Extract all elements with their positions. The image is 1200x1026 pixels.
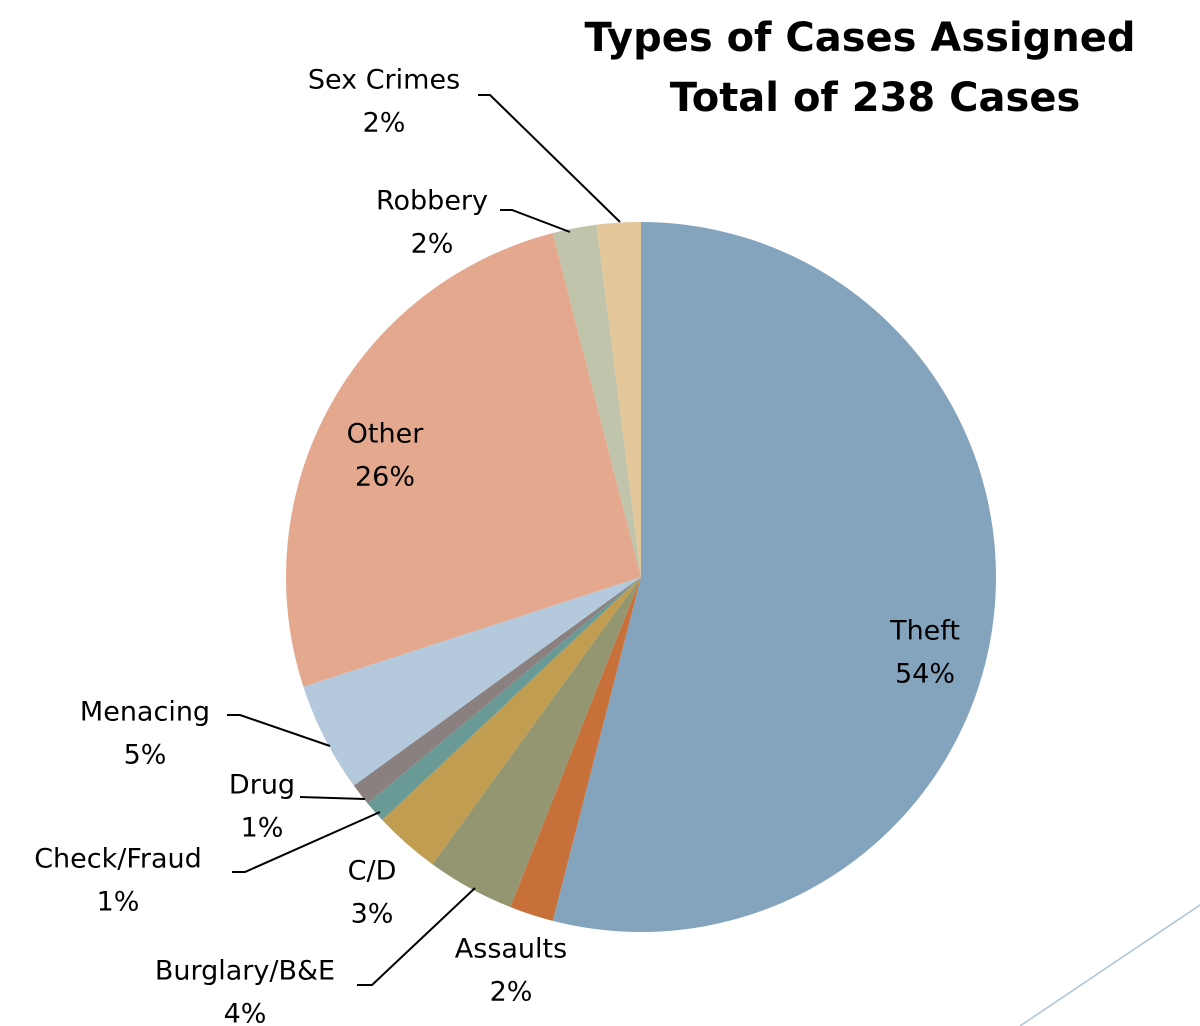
pie-slice bbox=[432, 577, 641, 908]
pie-slice bbox=[510, 577, 641, 921]
slice-value-label: 26% bbox=[355, 462, 415, 493]
pie-slice bbox=[596, 222, 641, 577]
slice-value-label: 1% bbox=[241, 813, 284, 844]
slice-label: Other bbox=[347, 419, 425, 450]
leader-line bbox=[299, 796, 366, 800]
pie-slice bbox=[303, 577, 641, 786]
pie-slice bbox=[382, 577, 641, 865]
slice-value-label: 2% bbox=[411, 229, 454, 260]
pie-slice bbox=[353, 577, 641, 804]
slice-label: Sex Crimes bbox=[308, 65, 460, 96]
slice-label: Assaults bbox=[455, 934, 567, 965]
slice-value-label: 4% bbox=[224, 999, 267, 1026]
slice-value-label: 2% bbox=[363, 108, 406, 139]
slice-value-label: 54% bbox=[895, 659, 955, 690]
slice-label: Menacing bbox=[80, 697, 210, 728]
slice-label: Robbery bbox=[376, 186, 488, 217]
leader-line bbox=[232, 811, 381, 873]
slice-label: Check/Fraud bbox=[34, 844, 202, 875]
pie-slice bbox=[552, 222, 996, 932]
slice-value-label: 3% bbox=[351, 899, 394, 930]
leader-line bbox=[227, 714, 331, 747]
slice-label: Burglary/B&E bbox=[155, 956, 335, 987]
leader-line bbox=[357, 887, 476, 986]
leader-line bbox=[478, 94, 621, 223]
slice-label: Theft bbox=[889, 616, 960, 647]
slice-value-label: 5% bbox=[124, 740, 167, 771]
pie-slice bbox=[552, 224, 641, 577]
slice-value-label: 2% bbox=[490, 977, 533, 1008]
decoration bbox=[1019, 904, 1200, 1026]
pie-slice bbox=[367, 577, 641, 821]
slice-label: Drug bbox=[229, 770, 295, 801]
chart-subtitle: Total of 238 Cases bbox=[670, 75, 1081, 121]
slice-label: C/D bbox=[348, 856, 397, 887]
pie-slice bbox=[285, 233, 641, 687]
leader-line bbox=[500, 209, 571, 233]
chart-title: Types of Cases Assigned bbox=[584, 15, 1135, 61]
slice-value-label: 1% bbox=[97, 887, 140, 918]
